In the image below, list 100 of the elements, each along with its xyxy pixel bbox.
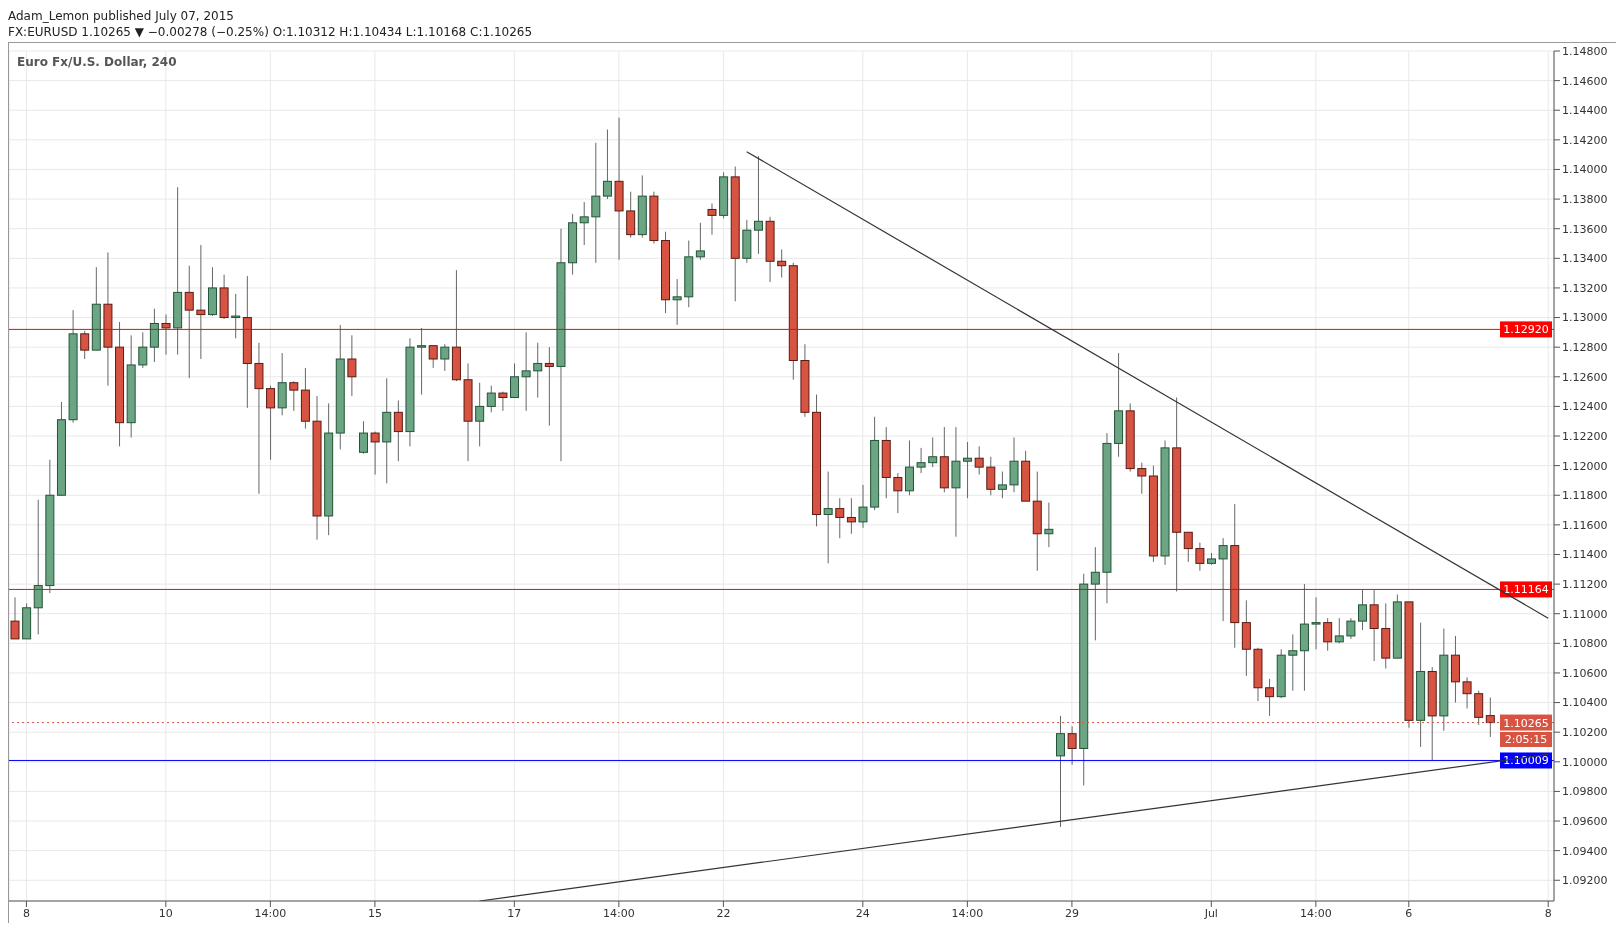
chart-subtitle: FX:EURUSD 1.10265 ▼ −0.00278 (−0.25%) O:1.10312 H:1.10434 L:1.10168 C:1.10265 — [8, 24, 534, 40]
candlestick — [161, 314, 171, 356]
candlestick — [231, 293, 241, 339]
x-tick-label: 29 — [1064, 906, 1079, 920]
x-tick-label: 6 — [1405, 906, 1413, 920]
candlestick — [753, 155, 763, 255]
candlestick — [370, 431, 380, 476]
candlestick — [1323, 617, 1333, 652]
candlestick — [1044, 502, 1054, 548]
candlestick — [149, 308, 159, 363]
candlestick — [417, 327, 427, 396]
x-tick-label: 8 — [1544, 906, 1552, 920]
candlestick — [1462, 676, 1472, 709]
x-tick-label: 14:00 — [1300, 906, 1332, 920]
candlestick — [602, 128, 612, 200]
y-tick-label: 1.13400 — [1562, 252, 1608, 266]
x-tick-label: 17 — [507, 906, 522, 920]
x-tick-label: 24 — [855, 906, 870, 920]
candlestick — [823, 471, 833, 564]
candlestick — [626, 191, 636, 239]
y-tick-label: 1.11600 — [1562, 518, 1608, 532]
candlestick — [533, 342, 543, 399]
candlestick — [1218, 537, 1228, 622]
ref-line-label: 1.12920 — [1503, 323, 1549, 337]
candlestick — [777, 248, 787, 279]
y-tick-label: 1.13200 — [1562, 281, 1608, 295]
candlestick — [393, 399, 403, 462]
candlestick — [916, 447, 926, 474]
candlestick — [695, 222, 705, 261]
candlestick — [80, 330, 90, 360]
candlestick — [521, 331, 531, 412]
y-tick-label: 1.09600 — [1562, 814, 1608, 828]
x-tick-label: 14:00 — [254, 906, 287, 920]
y-tick-label: 1.13800 — [1562, 192, 1608, 206]
candlestick — [1183, 531, 1193, 563]
candlestick — [184, 265, 194, 379]
ref-line-label: 1.11164 — [1503, 583, 1549, 597]
x-tick-label: 8 — [22, 906, 30, 920]
candlestick — [544, 346, 554, 427]
candlestick — [1067, 725, 1077, 766]
candlestick — [974, 445, 984, 476]
y-tick-label: 1.12600 — [1562, 370, 1608, 384]
x-tick-label: 15 — [367, 906, 382, 920]
candlestick — [579, 201, 589, 246]
candlestick — [510, 362, 520, 399]
x-tick-label: Jul — [1203, 906, 1218, 920]
y-tick-label: 1.12000 — [1562, 459, 1608, 473]
ref-line-label: 1.10265 — [1503, 716, 1549, 730]
y-tick-label: 1.11800 — [1562, 489, 1608, 503]
y-tick-label: 1.14200 — [1562, 133, 1608, 147]
candlestick — [1009, 437, 1019, 493]
y-tick-label: 1.12800 — [1562, 341, 1608, 355]
candlestick — [486, 385, 496, 413]
y-tick-label: 1.11200 — [1562, 578, 1608, 592]
candlestick — [138, 331, 148, 369]
y-tick-label: 1.14600 — [1562, 74, 1608, 88]
candlestick — [1346, 617, 1356, 640]
y-tick-label: 1.10800 — [1562, 637, 1608, 651]
candlestick — [1137, 462, 1147, 495]
candlestick — [707, 203, 717, 236]
ref-line-label: 1.10009 — [1503, 754, 1549, 768]
candlestick — [1334, 617, 1344, 644]
x-tick-label: 10 — [158, 906, 173, 920]
y-tick-label: 1.10400 — [1562, 696, 1608, 710]
candlestick — [266, 385, 276, 461]
candlestick — [846, 497, 856, 535]
y-tick-label: 1.11000 — [1562, 607, 1608, 621]
candlestick — [1055, 715, 1065, 828]
candlestick — [10, 596, 20, 640]
candlestick — [475, 382, 485, 447]
y-tick-label: 1.10000 — [1562, 755, 1608, 769]
y-tick-label: 1.12200 — [1562, 429, 1608, 443]
candlestick — [963, 441, 973, 499]
y-tick-label: 1.09800 — [1562, 785, 1608, 799]
y-tick-label: 1.13000 — [1562, 311, 1608, 325]
candlestick — [196, 244, 206, 360]
candlestick — [986, 456, 996, 496]
candlestick — [347, 334, 357, 397]
candlestick — [359, 420, 368, 455]
x-tick-label: 22 — [716, 906, 731, 920]
y-tick-label: 1.13600 — [1562, 222, 1608, 236]
y-tick-label: 1.14400 — [1562, 104, 1608, 118]
candlestick — [1288, 633, 1298, 692]
candlestick — [835, 497, 845, 539]
candlestick — [33, 499, 43, 635]
candlestick — [1369, 589, 1379, 662]
candlestick — [591, 142, 601, 264]
annotation: 2:05:15 — [1500, 731, 1552, 747]
candlestick — [858, 484, 868, 529]
y-tick-label: 1.10200 — [1562, 726, 1608, 740]
candlestick — [1358, 589, 1368, 631]
candlestick — [904, 439, 914, 496]
chart-title: Adam_Lemon published July 07, 2015 — [8, 8, 235, 24]
annotation: Euro Fx/U.S. Dollar, 240 — [17, 55, 177, 69]
candlestick — [928, 437, 938, 468]
y-tick-label: 1.14000 — [1562, 163, 1608, 177]
candlestick — [428, 345, 438, 369]
candlestick — [672, 278, 682, 326]
y-tick-label: 1.14800 — [1562, 44, 1608, 58]
candlestick — [440, 343, 450, 372]
